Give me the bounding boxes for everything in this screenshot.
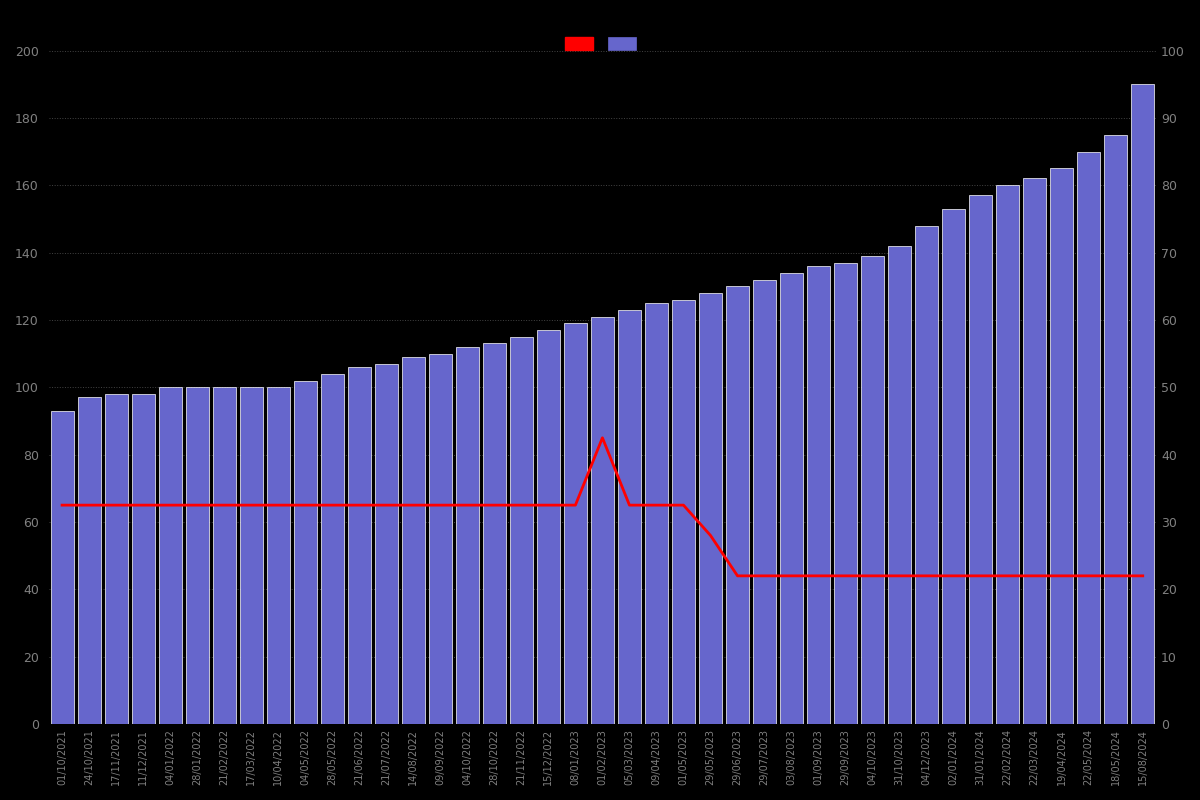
Bar xyxy=(320,374,343,724)
Bar xyxy=(618,310,641,724)
Bar xyxy=(158,387,181,724)
Bar xyxy=(834,262,857,724)
Bar xyxy=(510,337,533,724)
Bar xyxy=(1132,84,1154,724)
Bar xyxy=(374,364,397,724)
Bar xyxy=(1078,151,1100,724)
Bar xyxy=(970,195,992,724)
Bar xyxy=(536,330,560,724)
Bar xyxy=(644,303,668,724)
Bar xyxy=(916,226,938,724)
Bar xyxy=(888,246,911,724)
Bar xyxy=(266,387,289,724)
Bar xyxy=(1104,134,1127,724)
Bar xyxy=(186,387,209,724)
Bar xyxy=(50,411,73,724)
Bar xyxy=(240,387,263,724)
Bar xyxy=(672,300,695,724)
Bar xyxy=(212,387,235,724)
Legend: , : , xyxy=(565,38,640,51)
Bar xyxy=(996,186,1019,724)
Bar xyxy=(1024,178,1046,724)
Bar xyxy=(754,279,776,724)
Bar xyxy=(456,347,479,724)
Bar xyxy=(482,343,506,724)
Bar xyxy=(700,293,722,724)
Bar xyxy=(104,394,127,724)
Bar xyxy=(294,381,317,724)
Bar xyxy=(564,323,587,724)
Bar xyxy=(726,286,749,724)
Bar xyxy=(428,354,452,724)
Bar xyxy=(942,209,965,724)
Bar xyxy=(78,398,101,724)
Bar xyxy=(348,367,371,724)
Bar xyxy=(862,256,884,724)
Bar xyxy=(1050,168,1073,724)
Bar xyxy=(808,266,830,724)
Bar xyxy=(402,357,425,724)
Bar xyxy=(132,394,155,724)
Bar xyxy=(780,273,803,724)
Bar xyxy=(590,317,614,724)
